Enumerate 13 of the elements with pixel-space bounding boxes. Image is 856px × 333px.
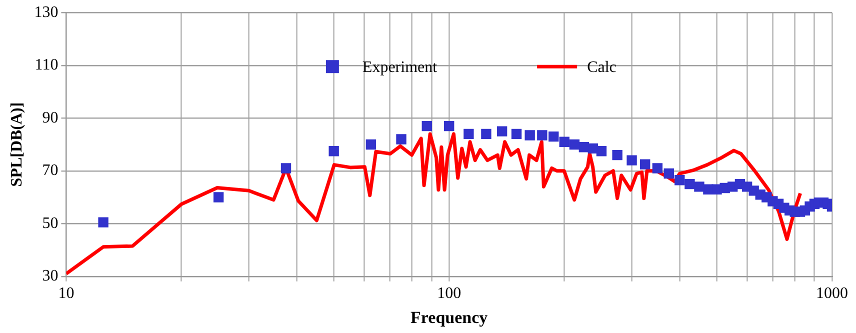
legend-label: Calc — [587, 58, 616, 76]
x-tick-label: 100 — [437, 285, 462, 302]
y-tick-label: 130 — [34, 4, 58, 21]
x-axis-title: Frequency — [410, 308, 488, 328]
x-tick-label: 1000 — [816, 285, 848, 302]
y-axis-title: SPL[DB(A)] — [8, 102, 26, 187]
legend-label: Experiment — [362, 58, 438, 76]
x-tick-label: 10 — [58, 285, 74, 302]
y-tick-label: 90 — [42, 109, 58, 126]
y-tick-label: 110 — [34, 56, 58, 74]
y-tick-label: 30 — [42, 268, 58, 285]
y-tick-label: 50 — [42, 214, 58, 232]
y-tick-label: 70 — [42, 162, 58, 180]
